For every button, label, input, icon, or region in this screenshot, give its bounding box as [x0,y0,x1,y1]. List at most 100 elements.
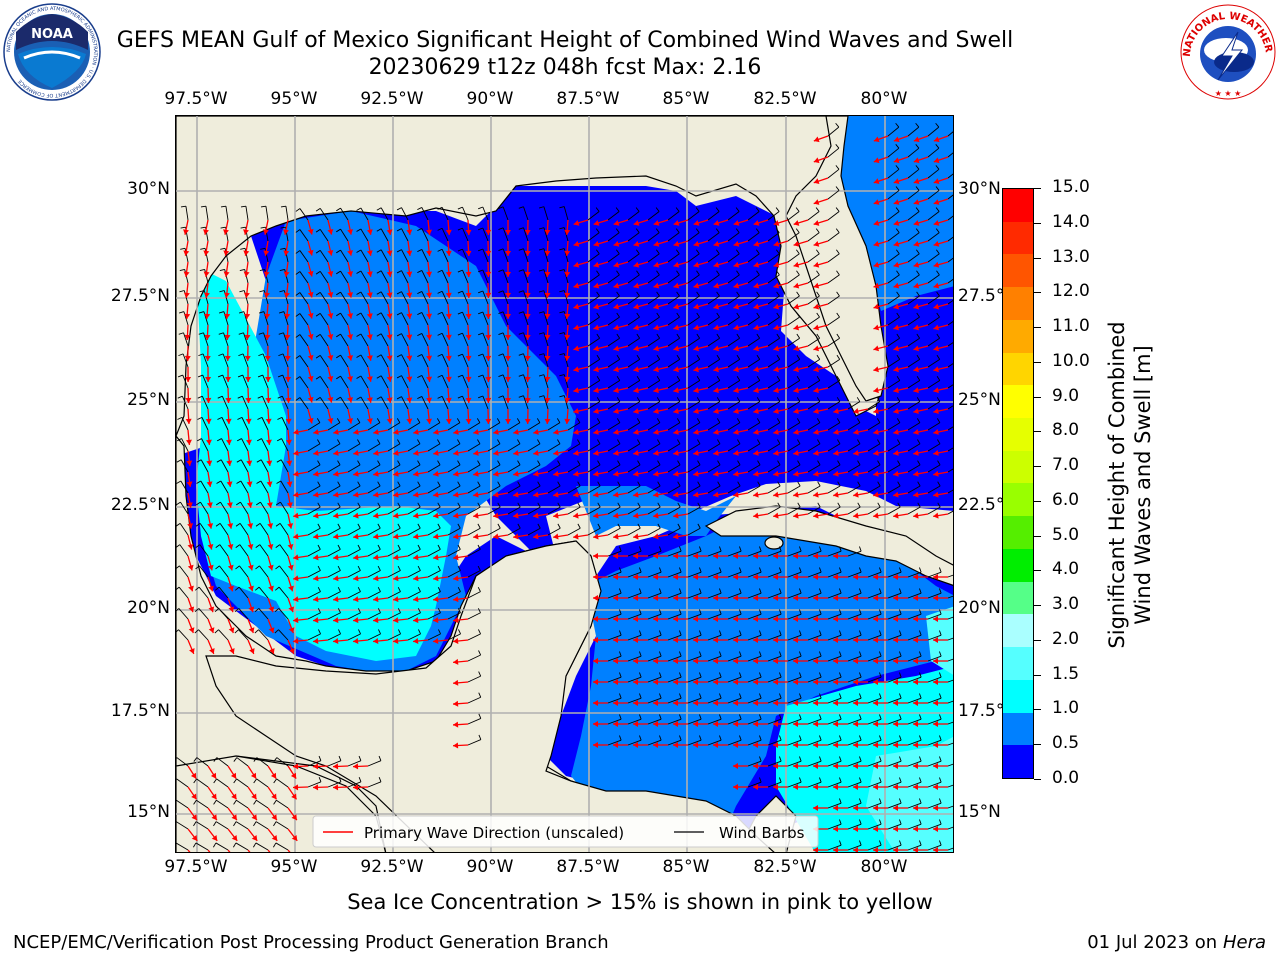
wind-barb-flag-368 [478,395,484,399]
wind-barb-24 [265,206,269,221]
wind-barb-827 [467,717,482,725]
wind-barb-flag-789 [478,671,482,677]
wind-barb-flag-65 [336,228,341,233]
wind-barb-flag-626 [639,546,642,552]
wave-arrow-head-364 [406,418,413,424]
wave-arrow-head-443 [413,449,419,456]
wave-arrow-head-604 [573,533,579,540]
wave-arrow-head-900 [813,784,818,790]
wind-barb-flag-410 [556,418,561,423]
wind-barb-212 [319,313,329,326]
wave-arrow-head-451 [573,449,579,456]
colorbar [1002,188,1034,779]
wind-barb-850 [667,739,682,746]
wave-arrow-head-290 [406,376,413,382]
wind-barb-895 [367,781,382,788]
wave-arrow-head-891 [291,793,297,800]
wind-barb-652 [467,570,481,578]
wave-arrow-head-67 [386,250,393,256]
wind-barb-730 [827,613,842,620]
wave-arrow-head-441 [373,449,379,456]
wind-barb-760 [767,634,782,641]
wind-barb-flag-778 [759,651,762,657]
wave-arrow-head-886 [191,793,197,800]
wave-arrow-head-418 [693,429,699,435]
wind-barb-842 [887,718,902,725]
wind-barb-423 [807,422,821,431]
wind-barb-21 [205,206,209,221]
wind-barb-640 [219,565,229,578]
wind-barb-41 [607,211,620,221]
wave-arrow-head-505 [873,470,879,477]
wind-barb-flag-51 [815,207,820,212]
wind-barb-780 [787,655,802,662]
wind-barb-flag-171 [239,290,245,293]
wind-barb-flag-899 [819,777,822,783]
wind-barb-424 [827,422,841,431]
wind-barb-688 [647,592,662,599]
wave-arrow-head-840 [833,721,838,727]
wave-arrow-head-429 [913,429,919,435]
wind-barb-471 [200,459,209,473]
wind-barb-403 [407,422,421,431]
wave-arrow-head-503 [833,470,839,477]
wave-arrow-head-601 [513,533,519,540]
wave-arrow-head-555 [313,512,319,519]
wind-barb-flag-203 [936,291,940,297]
wind-barb-96 [224,248,229,263]
wind-barb-488 [547,464,561,473]
wind-barb-252 [380,333,389,347]
wind-barb-flag-177 [356,291,362,295]
wave-arrow-head-498 [733,470,739,477]
wind-barb-698 [847,592,862,599]
wind-barb-flag-340 [676,375,681,381]
wave-arrow-head-848 [613,742,618,748]
wave-arrow-head-741 [269,648,275,654]
wave-arrow-head-410 [533,429,539,435]
wind-barb-flag-927 [859,819,862,825]
wind-barb-flag-616 [317,544,321,550]
wind-barb-487 [527,464,541,473]
wind-barb-292 [441,354,449,368]
wind-barb-flag-279 [178,353,184,357]
wind-barb-18 [927,190,940,200]
wave-arrow-head-873 [333,763,339,770]
wind-barb-269 [727,337,740,347]
wind-barb-124 [787,253,800,263]
wind-barb-flag-185 [518,290,524,293]
wind-barb-flag-781 [819,651,822,657]
wave-arrow-head-467 [893,449,899,456]
wave-arrow-head-219 [465,334,472,340]
wind-barb-flag-349 [896,375,901,381]
wind-barb-flag-364 [396,396,402,400]
wave-arrow-head-588 [267,543,274,550]
wind-barb-469 [947,447,953,452]
wind-barb-528 [567,485,581,494]
wind-barb-143 [421,270,429,284]
wind-barb-563 [487,506,501,515]
wind-barb-764 [847,634,862,641]
wind-barb-118 [667,253,680,263]
wind-barb-flag-752 [619,630,622,636]
wind-barb-109 [482,248,489,263]
wind-barb-900 [827,781,842,788]
wave-arrow-head-428 [893,429,899,435]
wind-barb-571 [647,506,661,515]
wind-barb-332 [502,374,509,389]
wave-arrow-head-238 [873,324,880,331]
wave-arrow-head-855 [753,742,758,748]
wind-barb-392 [181,417,189,431]
wind-barb-753 [627,634,642,641]
wave-arrow-head-731 [833,616,838,622]
wind-barb-272 [787,337,800,347]
wave-arrow-head-594 [373,533,379,540]
wave-arrow-head-465 [853,449,859,456]
wind-barb-266 [667,337,680,347]
wind-barb-770 [467,654,481,662]
wind-barb-316 [182,374,189,389]
wind-barb-flag-624 [477,544,481,550]
wind-barb-flag-655 [659,567,662,573]
wave-arrow-head-646 [333,575,339,582]
wind-barb-flag-786 [919,651,922,657]
wave-arrow-head-565 [513,512,519,519]
